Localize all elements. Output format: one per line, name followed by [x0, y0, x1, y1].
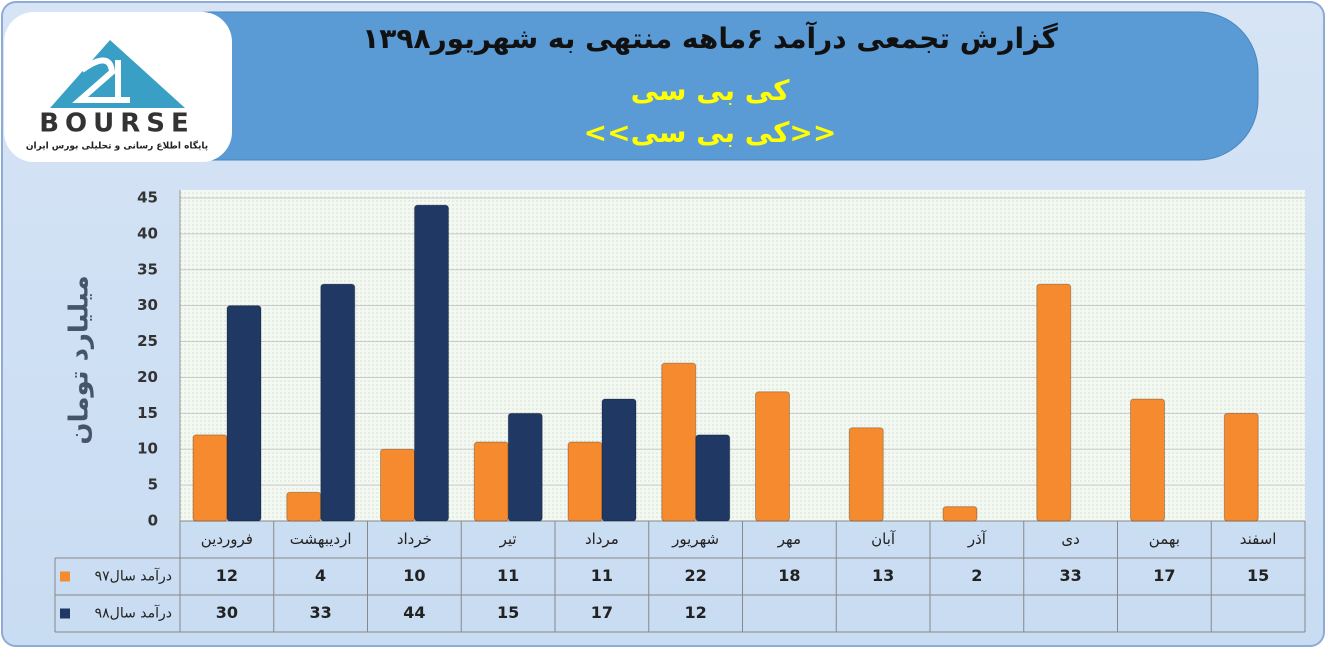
x-tick-label: مهر [777, 530, 801, 548]
table-value: 10 [403, 566, 425, 585]
y-axis-label: میلیارد تومان [65, 275, 95, 444]
bar [1223, 412, 1259, 522]
x-tick-label: اردیبهشت [290, 530, 352, 548]
y-tick-label: 35 [137, 260, 158, 278]
bar [661, 362, 697, 522]
logo-tagline: پایگاه اطلاع رسانی و تحلیلی بورس ایران [26, 140, 208, 152]
bar [286, 491, 322, 522]
table-value: 44 [403, 603, 425, 622]
chart-subtitle: کی بی سی [631, 74, 791, 107]
bar [695, 434, 731, 522]
table-value: 12 [216, 566, 238, 585]
table-value: 33 [1059, 566, 1081, 585]
x-tick-label: خرداد [397, 530, 432, 548]
legend-swatch [60, 608, 70, 619]
bar [473, 441, 509, 522]
bar [755, 391, 790, 522]
x-tick-label: آبان [871, 530, 896, 548]
y-tick-label: 40 [137, 224, 158, 242]
legend-label: درآمد سال۹۸ [95, 605, 172, 622]
bar [414, 204, 449, 522]
bar [507, 412, 543, 522]
y-tick-label: 10 [137, 440, 158, 458]
table-value: 17 [591, 603, 613, 622]
bar [848, 427, 884, 522]
bar [601, 398, 637, 522]
table-value: 15 [1247, 566, 1269, 585]
legend-swatch [60, 571, 70, 582]
table-value: 4 [315, 566, 326, 585]
x-tick-label: دی [1061, 530, 1079, 548]
table-value: 15 [497, 603, 519, 622]
table-value: 22 [684, 566, 706, 585]
y-tick-label: 20 [137, 368, 158, 386]
x-tick-label: تیر [499, 530, 517, 548]
y-tick-label: 45 [137, 189, 158, 207]
x-tick-label: اسفند [1240, 530, 1277, 548]
bar [380, 448, 415, 522]
bar [567, 441, 603, 522]
x-tick-label: آذر [967, 530, 987, 548]
y-tick-label: 0 [148, 512, 158, 530]
logo-brand: BOURSE [39, 109, 195, 139]
bar [192, 434, 228, 522]
y-tick-label: 30 [137, 296, 158, 314]
table-value: 11 [497, 566, 519, 585]
bar [1130, 398, 1165, 522]
table-value: 17 [1153, 566, 1175, 585]
bar [1036, 283, 1072, 522]
y-tick-label: 5 [148, 476, 158, 494]
table-value: 33 [309, 603, 331, 622]
x-tick-label: فروردین [201, 530, 253, 548]
table-value: 30 [216, 603, 238, 622]
bar [320, 283, 356, 522]
logo-digits [72, 57, 130, 103]
x-tick-label: بهمن [1149, 530, 1180, 548]
table-value: 18 [778, 566, 800, 585]
x-tick-label: شهریور [671, 530, 719, 548]
bar [226, 305, 262, 522]
chart-title: گزارش تجمعی درآمد ۶ماهه منتهی به شهریور۱… [362, 21, 1058, 55]
y-tick-label: 15 [137, 404, 158, 422]
table-value: 2 [971, 566, 982, 585]
table-value: 13 [872, 566, 894, 585]
table-value: 12 [684, 603, 706, 622]
table-value: 11 [591, 566, 613, 585]
bar [942, 506, 978, 522]
x-tick-label: مرداد [585, 530, 619, 548]
chart-subtitle-2: <<کی بی سی>> [584, 116, 837, 149]
y-tick-label: 25 [137, 332, 158, 350]
plot-area [180, 190, 1305, 521]
legend-label: درآمد سال۹۷ [95, 568, 172, 585]
